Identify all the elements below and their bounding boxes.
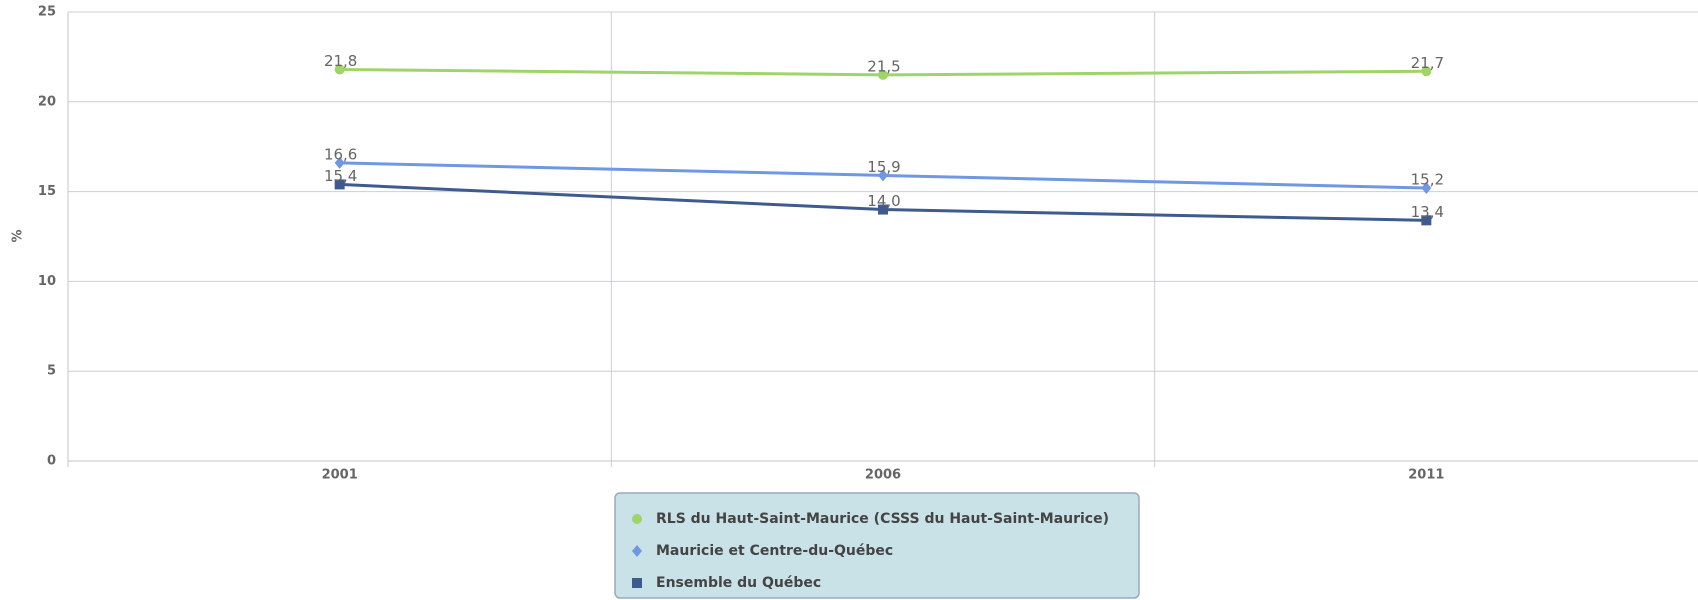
y-tick-label: 25 xyxy=(38,5,56,20)
data-label: 16,6 xyxy=(324,145,357,163)
data-point xyxy=(878,169,888,182)
legend-box xyxy=(614,492,1140,599)
data-point xyxy=(334,64,345,75)
data-point xyxy=(334,156,345,169)
data-label: 21,5 xyxy=(867,57,900,75)
x-tick-label: 2011 xyxy=(1408,468,1444,483)
legend-label: RLS du Haut-Saint-Maurice (CSSS du Haut-… xyxy=(656,511,1109,527)
data-label: 13,4 xyxy=(1411,203,1444,221)
x-tick-label: 2001 xyxy=(322,468,358,483)
data-label: 15,4 xyxy=(324,167,357,185)
x-tick-label: 2006 xyxy=(865,468,901,483)
y-tick-label: 0 xyxy=(47,454,56,469)
legend-marker xyxy=(632,545,642,557)
y-tick-label: 15 xyxy=(38,184,56,199)
data-point xyxy=(878,204,888,215)
data-point xyxy=(1421,66,1432,77)
data-point xyxy=(1421,215,1432,226)
data-point xyxy=(334,179,345,190)
y-tick-label: 5 xyxy=(47,364,56,379)
data-label: 15,2 xyxy=(1411,171,1444,189)
legend-label: Ensemble du Québec xyxy=(656,575,821,591)
legend-marker xyxy=(632,578,642,588)
data-label: 14,0 xyxy=(867,192,900,210)
legend-marker xyxy=(632,514,642,524)
data-label: 15,9 xyxy=(867,158,900,176)
legend-label: Mauricie et Centre-du-Québec xyxy=(656,543,893,559)
y-axis-label: % xyxy=(11,229,26,242)
data-point xyxy=(1421,182,1432,195)
data-label: 21,7 xyxy=(1411,54,1444,72)
data-label: 21,8 xyxy=(324,52,357,70)
y-tick-label: 20 xyxy=(38,94,56,109)
y-tick-label: 10 xyxy=(38,274,56,289)
data-point xyxy=(878,69,888,80)
